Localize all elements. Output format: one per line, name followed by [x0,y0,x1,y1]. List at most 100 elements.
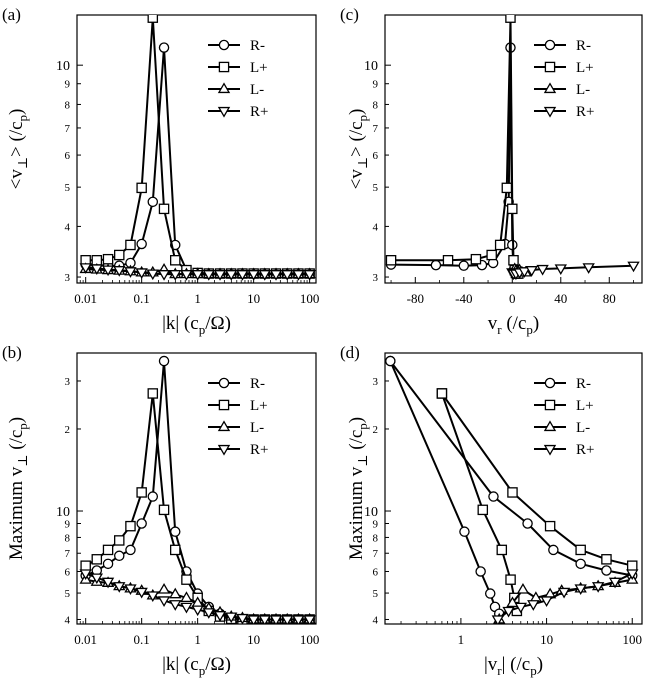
data-point [79,263,92,274]
data-point [601,554,612,565]
data-point [505,574,516,585]
legend-item: L- [534,82,590,98]
data-point [494,239,506,251]
x-tick-label: -40 [455,291,472,306]
legend-item: L+ [534,60,594,76]
data-point [157,270,171,281]
plot-frame [76,14,317,284]
label-post2: ) [533,313,539,334]
data-point [514,602,527,614]
data-point [507,487,518,498]
series-L+ [436,388,638,617]
data-point [292,270,305,281]
y-tick-label: 5 [373,588,379,600]
data-point [442,255,454,266]
y-tick-label: 6 [65,566,71,578]
data-point [136,518,147,529]
x-tick-label: 10 [247,291,260,306]
label-sub: r [497,322,502,337]
data-point [169,270,182,281]
legend-label: L- [250,82,264,98]
data-point [124,267,137,278]
data-point [601,565,612,576]
label-post: | (/c [502,654,531,675]
label-sub2: p [526,322,533,337]
data-point [157,596,171,607]
legend-label: L- [576,82,590,98]
y-tick-label: 8 [65,99,71,111]
legend-marker [543,444,557,456]
data-point [180,591,193,602]
legend-marker [217,420,231,432]
data-point [114,550,125,562]
legend-item: L- [208,420,264,436]
series-R+ [79,263,316,281]
legend-marker [544,39,556,51]
data-point [169,255,181,266]
legend-label: L+ [250,398,268,414]
legend-item: R+ [534,442,594,458]
data-point [608,577,622,589]
data-point [157,582,171,594]
data-point [575,558,586,570]
data-point [458,260,470,271]
data-point [79,569,92,581]
legend-item: R- [208,38,265,54]
data-point [522,518,533,529]
label-pre: <v [346,169,367,190]
y-tick-label: 8 [65,532,71,544]
y-tick-label: 5 [65,182,71,194]
data-point [626,569,639,581]
y-tick-label: 3 [373,272,379,284]
label-post2: ) [346,109,367,115]
label-post: /Ω) [205,313,231,334]
data-point [102,544,114,556]
data-point [536,264,549,276]
label-post2: ) [6,109,27,115]
data-point [554,264,567,276]
data-point [80,560,91,571]
y-tick-label: 9 [65,79,71,91]
data-point [486,249,497,261]
x-tick-label: 40 [554,291,567,306]
legend-item: R+ [534,104,594,120]
label-sub: p [199,322,206,337]
y-tick-label: 2 [373,424,379,436]
label-post: > (/c [346,121,367,157]
data-point [158,504,170,516]
data-point [303,270,316,281]
data-point [236,270,249,281]
y-tick-label: 3 [373,376,379,388]
data-point [180,602,193,614]
y-tick-label: 4 [373,614,379,626]
data-point [496,544,508,556]
label-sub2: p [530,663,537,678]
y-tick-label: 10 [56,59,70,74]
data-point [101,265,115,277]
label-sub: ⊥ [15,157,30,169]
label-post: /Ω) [205,654,231,675]
series-R- [385,355,638,619]
data-point [213,270,227,281]
data-point [90,264,103,276]
x-tick-label: 10 [540,632,553,647]
series-L+ [80,15,315,279]
data-point [102,253,114,265]
label-sub2: p [355,115,370,122]
legend-marker [217,82,231,94]
x-tick-label: 0.1 [134,632,150,647]
data-point [505,15,516,23]
label-post: (/c [346,430,367,455]
legend-item: L+ [208,60,268,76]
legend-label: R+ [250,442,268,458]
legend-label: L- [576,420,590,436]
legend-label: L+ [576,398,594,414]
data-point [525,266,538,277]
panel-tag: (a) [2,5,21,24]
data-point [303,615,316,624]
series-R+ [79,569,316,624]
legend: R- L+ L- R+ [208,38,268,120]
series-line [85,16,310,275]
